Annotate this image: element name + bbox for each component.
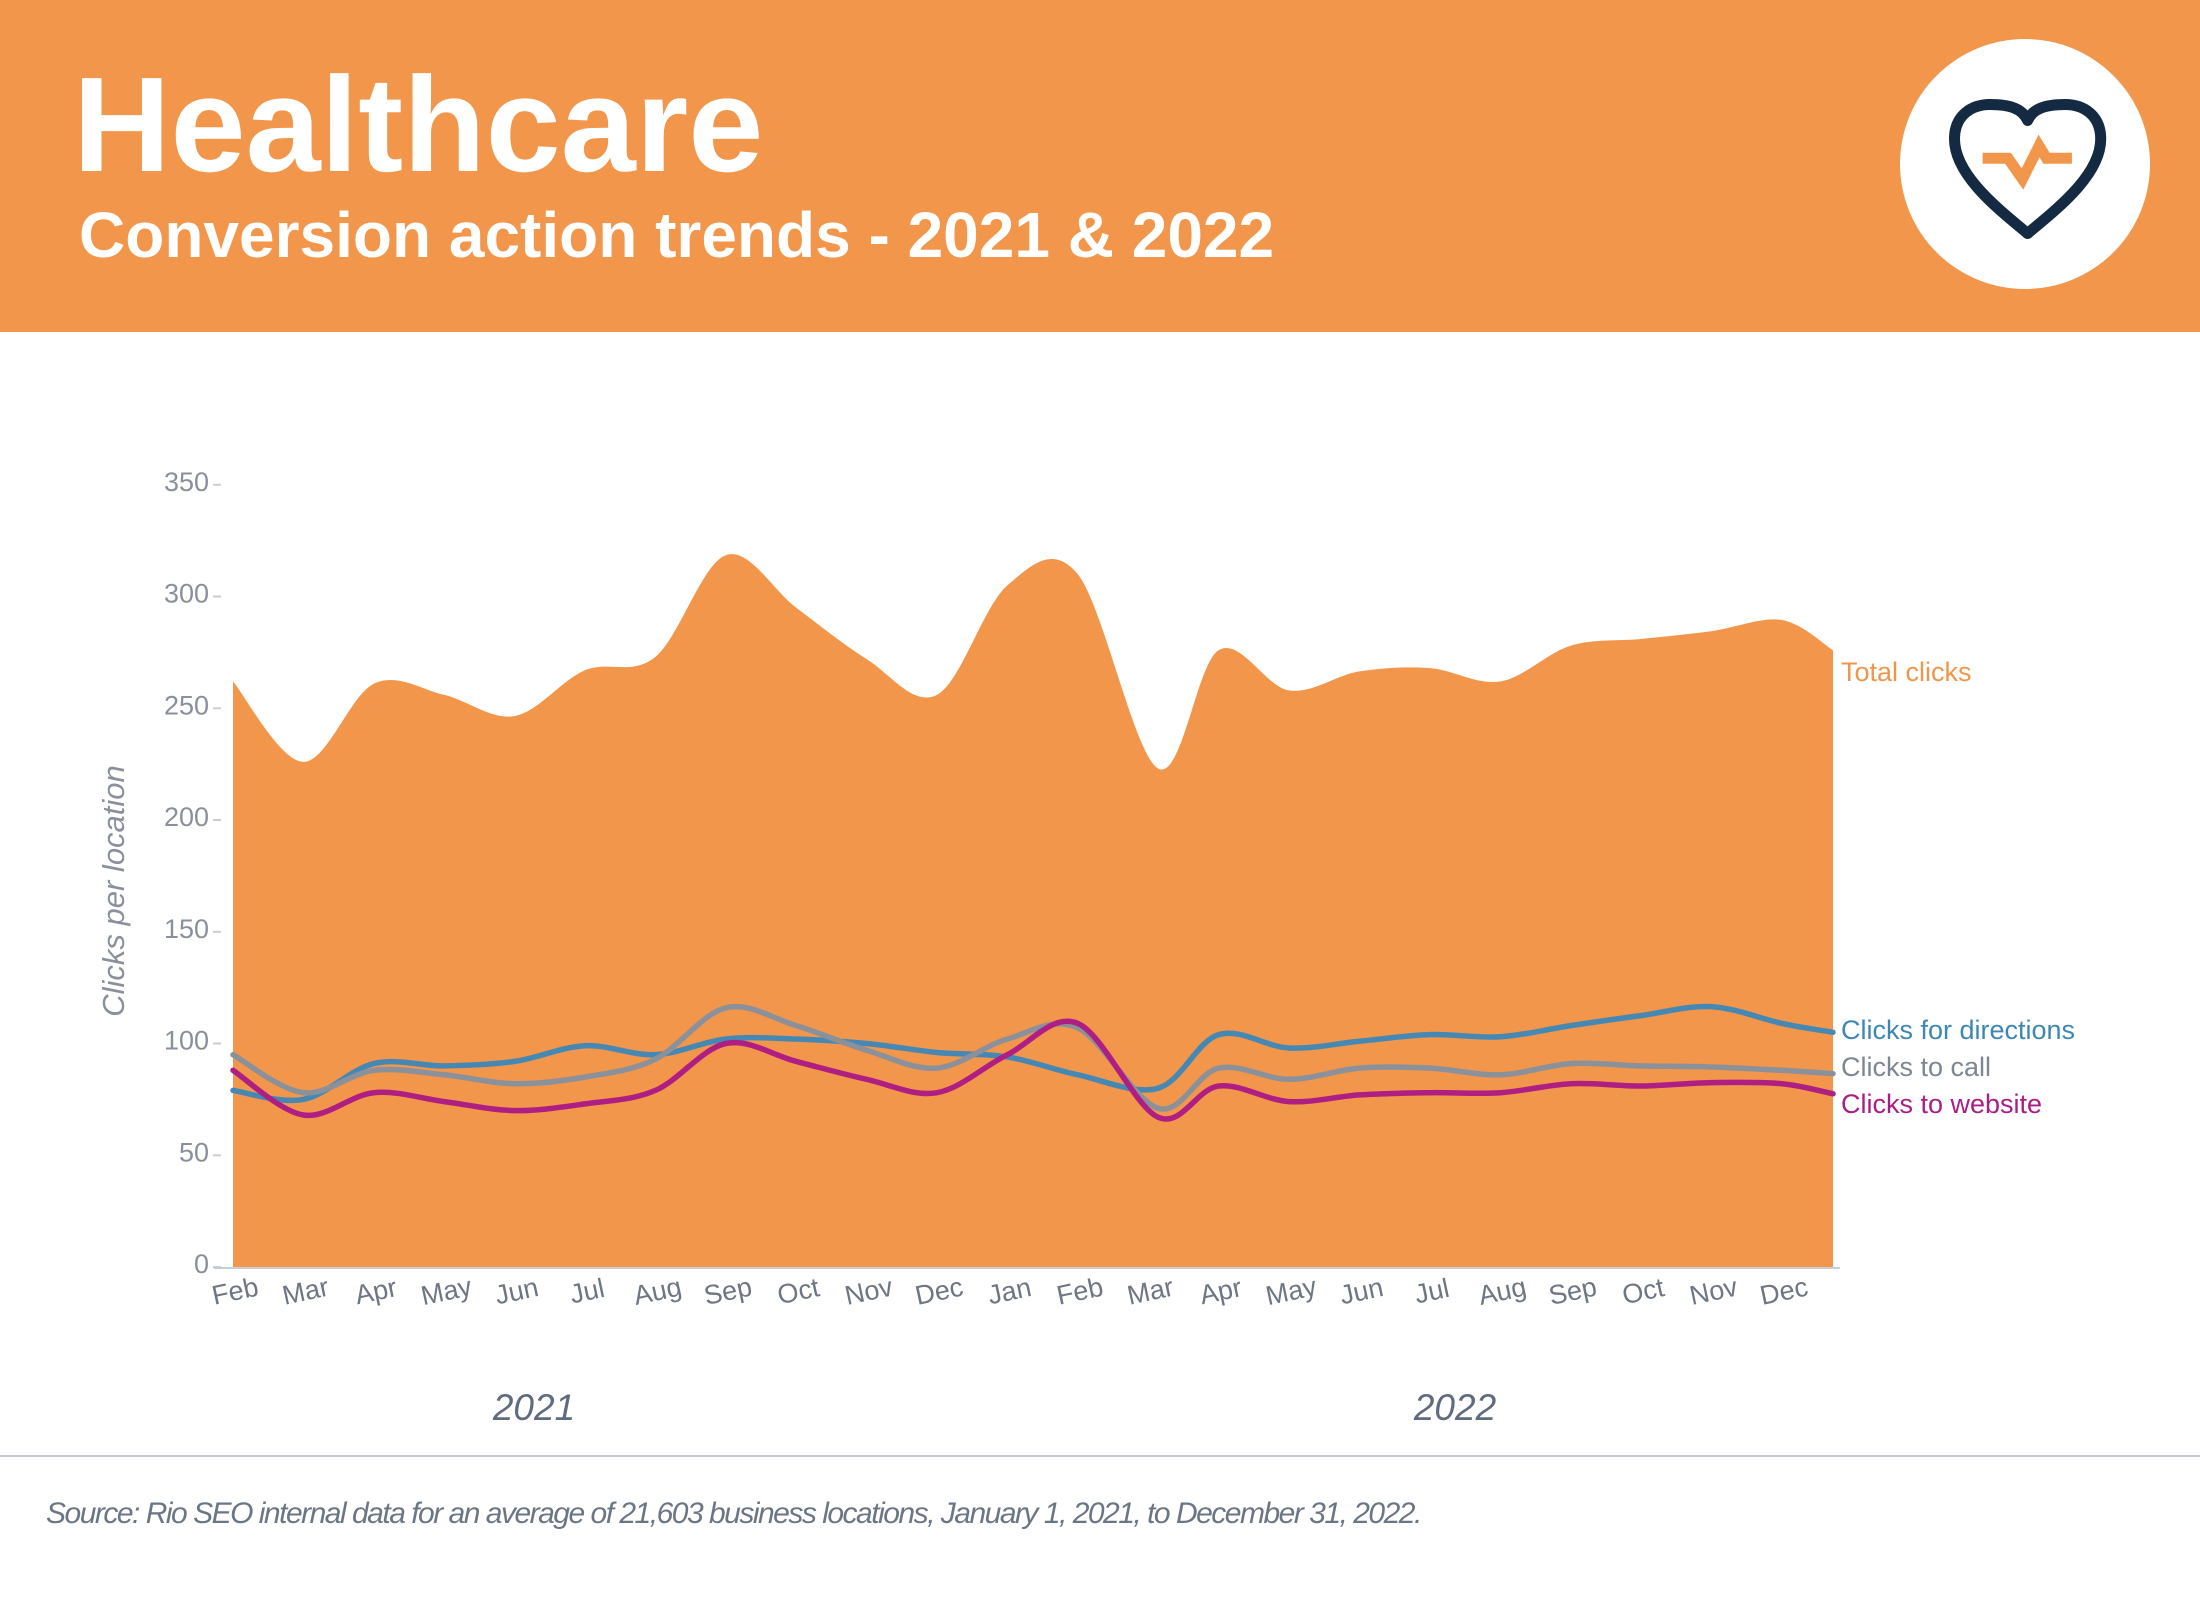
svg-text:Sep: Sep (1546, 1272, 1599, 1311)
svg-text:250: 250 (164, 690, 209, 720)
svg-text:0: 0 (194, 1249, 209, 1279)
svg-text:Apr: Apr (1197, 1272, 1244, 1310)
svg-text:Clicks per location: Clicks per location (96, 765, 131, 1017)
svg-text:Mar: Mar (1124, 1272, 1176, 1311)
svg-text:Jan: Jan (985, 1272, 1034, 1310)
svg-text:Total clicks: Total clicks (1841, 657, 1972, 687)
svg-text:Nov: Nov (842, 1271, 896, 1310)
svg-text:Jun: Jun (1337, 1272, 1386, 1310)
svg-text:2021: 2021 (492, 1387, 575, 1428)
svg-text:Apr: Apr (352, 1272, 399, 1310)
svg-text:50: 50 (179, 1137, 209, 1167)
svg-text:Clicks to website: Clicks to website (1841, 1089, 2042, 1119)
svg-text:Dec: Dec (913, 1272, 966, 1311)
svg-text:Nov: Nov (1687, 1271, 1741, 1310)
svg-text:Aug: Aug (631, 1272, 684, 1311)
svg-text:May: May (418, 1271, 475, 1311)
svg-text:2022: 2022 (1413, 1387, 1497, 1428)
svg-text:Mar: Mar (280, 1272, 332, 1311)
svg-text:150: 150 (164, 914, 209, 944)
svg-text:200: 200 (164, 802, 209, 832)
svg-text:Feb: Feb (209, 1272, 261, 1311)
svg-text:350: 350 (164, 467, 209, 497)
svg-text:May: May (1263, 1271, 1320, 1311)
svg-text:Oct: Oct (775, 1272, 823, 1310)
svg-text:100: 100 (164, 1026, 209, 1056)
svg-text:Feb: Feb (1054, 1272, 1106, 1311)
svg-text:Jul: Jul (567, 1273, 607, 1310)
svg-text:Clicks to call: Clicks to call (1841, 1052, 1991, 1082)
svg-text:Aug: Aug (1476, 1272, 1529, 1311)
svg-text:Sep: Sep (701, 1272, 754, 1311)
svg-text:Oct: Oct (1619, 1272, 1667, 1310)
svg-text:Clicks for directions: Clicks for directions (1841, 1015, 2075, 1045)
svg-text:Jun: Jun (492, 1272, 541, 1310)
svg-text:Dec: Dec (1757, 1272, 1810, 1311)
svg-text:Jul: Jul (1412, 1273, 1452, 1310)
svg-text:300: 300 (164, 579, 209, 609)
